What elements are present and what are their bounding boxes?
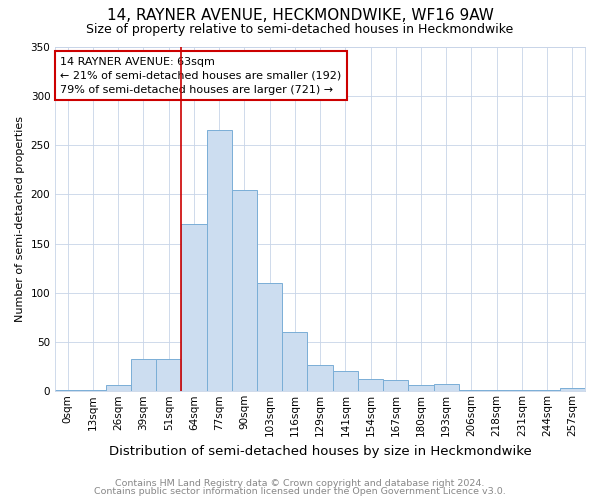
Text: Contains HM Land Registry data © Crown copyright and database right 2024.: Contains HM Land Registry data © Crown c… (115, 478, 485, 488)
Bar (232, 190, 257, 392)
Bar (434, 384, 459, 392)
Bar (181, 224, 206, 392)
Bar (509, 390, 535, 392)
Bar (535, 390, 560, 392)
Bar (560, 388, 585, 392)
Text: Size of property relative to semi-detached houses in Heckmondwike: Size of property relative to semi-detach… (86, 22, 514, 36)
Bar (55, 390, 80, 392)
Text: Contains public sector information licensed under the Open Government Licence v3: Contains public sector information licen… (94, 487, 506, 496)
Bar (409, 386, 434, 392)
Bar (206, 130, 232, 392)
Bar (156, 359, 181, 392)
Bar (332, 370, 358, 392)
Y-axis label: Number of semi-detached properties: Number of semi-detached properties (15, 116, 25, 322)
Bar (131, 359, 156, 392)
Bar (257, 283, 282, 392)
Bar (282, 332, 307, 392)
Bar (383, 380, 409, 392)
Text: 14 RAYNER AVENUE: 63sqm
← 21% of semi-detached houses are smaller (192)
79% of s: 14 RAYNER AVENUE: 63sqm ← 21% of semi-de… (61, 57, 342, 95)
Bar (307, 364, 332, 392)
X-axis label: Distribution of semi-detached houses by size in Heckmondwike: Distribution of semi-detached houses by … (109, 444, 532, 458)
Text: 14, RAYNER AVENUE, HECKMONDWIKE, WF16 9AW: 14, RAYNER AVENUE, HECKMONDWIKE, WF16 9A… (107, 8, 493, 22)
Bar (358, 380, 383, 392)
Bar (106, 386, 131, 392)
Bar (80, 390, 106, 392)
Bar (484, 390, 509, 392)
Bar (459, 390, 484, 392)
